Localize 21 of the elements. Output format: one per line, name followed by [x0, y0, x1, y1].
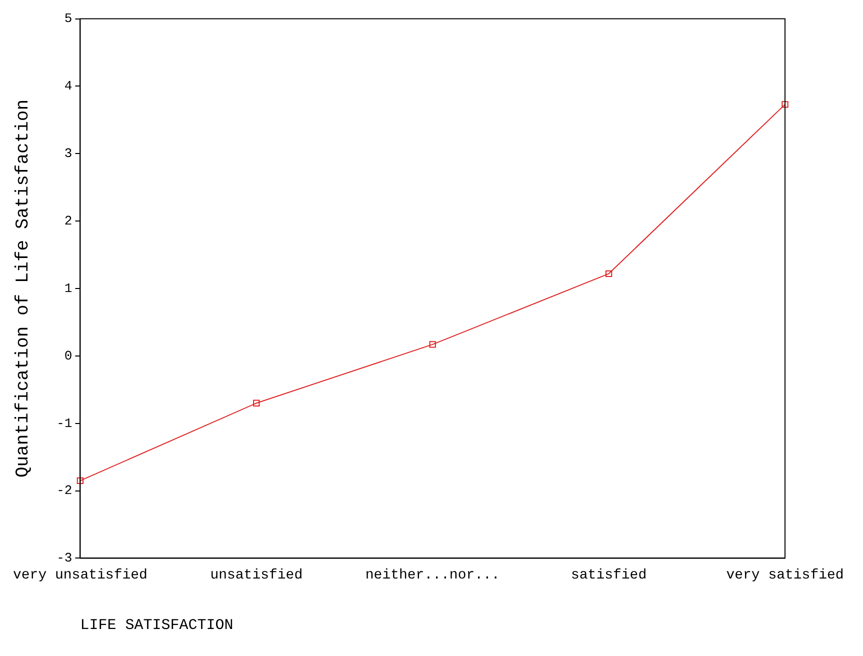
point — [76, 477, 84, 484]
y-tick-label: 0 — [64, 348, 72, 364]
x-tick-label: satisfied — [570, 567, 647, 584]
y-tick-label: -1 — [56, 416, 72, 431]
point — [782, 101, 788, 108]
y-tick-label: 2 — [64, 214, 72, 229]
x-tick-label: very satisfied — [726, 567, 844, 584]
y-tick-label: -2 — [56, 483, 72, 498]
y-tick-label: 3 — [64, 146, 72, 162]
point — [253, 400, 260, 406]
point — [429, 341, 436, 348]
y-tick-label: -3 — [56, 550, 72, 566]
y-axis-title: Quantification of Life Satisfaction — [14, 99, 34, 478]
x-axis-title: LIFE SATISFACTION — [80, 616, 234, 634]
y-tick-label: 4 — [64, 78, 72, 94]
x-tick-label: neither...nor... — [365, 567, 500, 584]
point — [605, 270, 612, 277]
y-tick-label: 5 — [64, 11, 72, 26]
x-tick-label: unsatisfied — [210, 567, 303, 584]
y-tick-label: 1 — [64, 280, 72, 296]
x-tick-label: very unsatisfied — [12, 567, 148, 584]
